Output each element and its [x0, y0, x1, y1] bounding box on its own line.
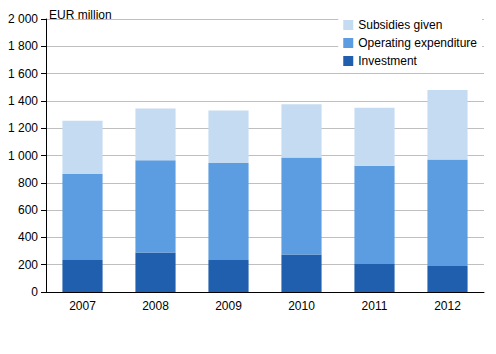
- svg-text:2007: 2007: [69, 299, 96, 313]
- svg-text:200: 200: [18, 258, 38, 272]
- svg-text:2010: 2010: [288, 299, 315, 313]
- svg-text:2012: 2012: [434, 299, 461, 313]
- svg-text:Operating expenditure: Operating expenditure: [358, 36, 477, 50]
- svg-text:1 400: 1 400: [8, 94, 38, 108]
- svg-text:Subsidies given: Subsidies given: [358, 18, 442, 32]
- svg-text:2009: 2009: [215, 299, 242, 313]
- svg-text:1 800: 1 800: [8, 39, 38, 53]
- svg-text:2011: 2011: [362, 299, 388, 313]
- svg-text:800: 800: [18, 176, 38, 190]
- svg-text:1 600: 1 600: [8, 67, 38, 81]
- svg-text:400: 400: [18, 230, 38, 244]
- svg-text:2008: 2008: [142, 299, 169, 313]
- svg-text:1 200: 1 200: [8, 121, 38, 135]
- svg-text:2 000: 2 000: [8, 12, 38, 26]
- svg-text:Investment: Investment: [358, 54, 417, 68]
- svg-text:1 000: 1 000: [8, 149, 38, 163]
- svg-text:0: 0: [31, 285, 38, 299]
- svg-text:600: 600: [18, 203, 38, 217]
- svg-text:EUR million: EUR million: [49, 8, 112, 22]
